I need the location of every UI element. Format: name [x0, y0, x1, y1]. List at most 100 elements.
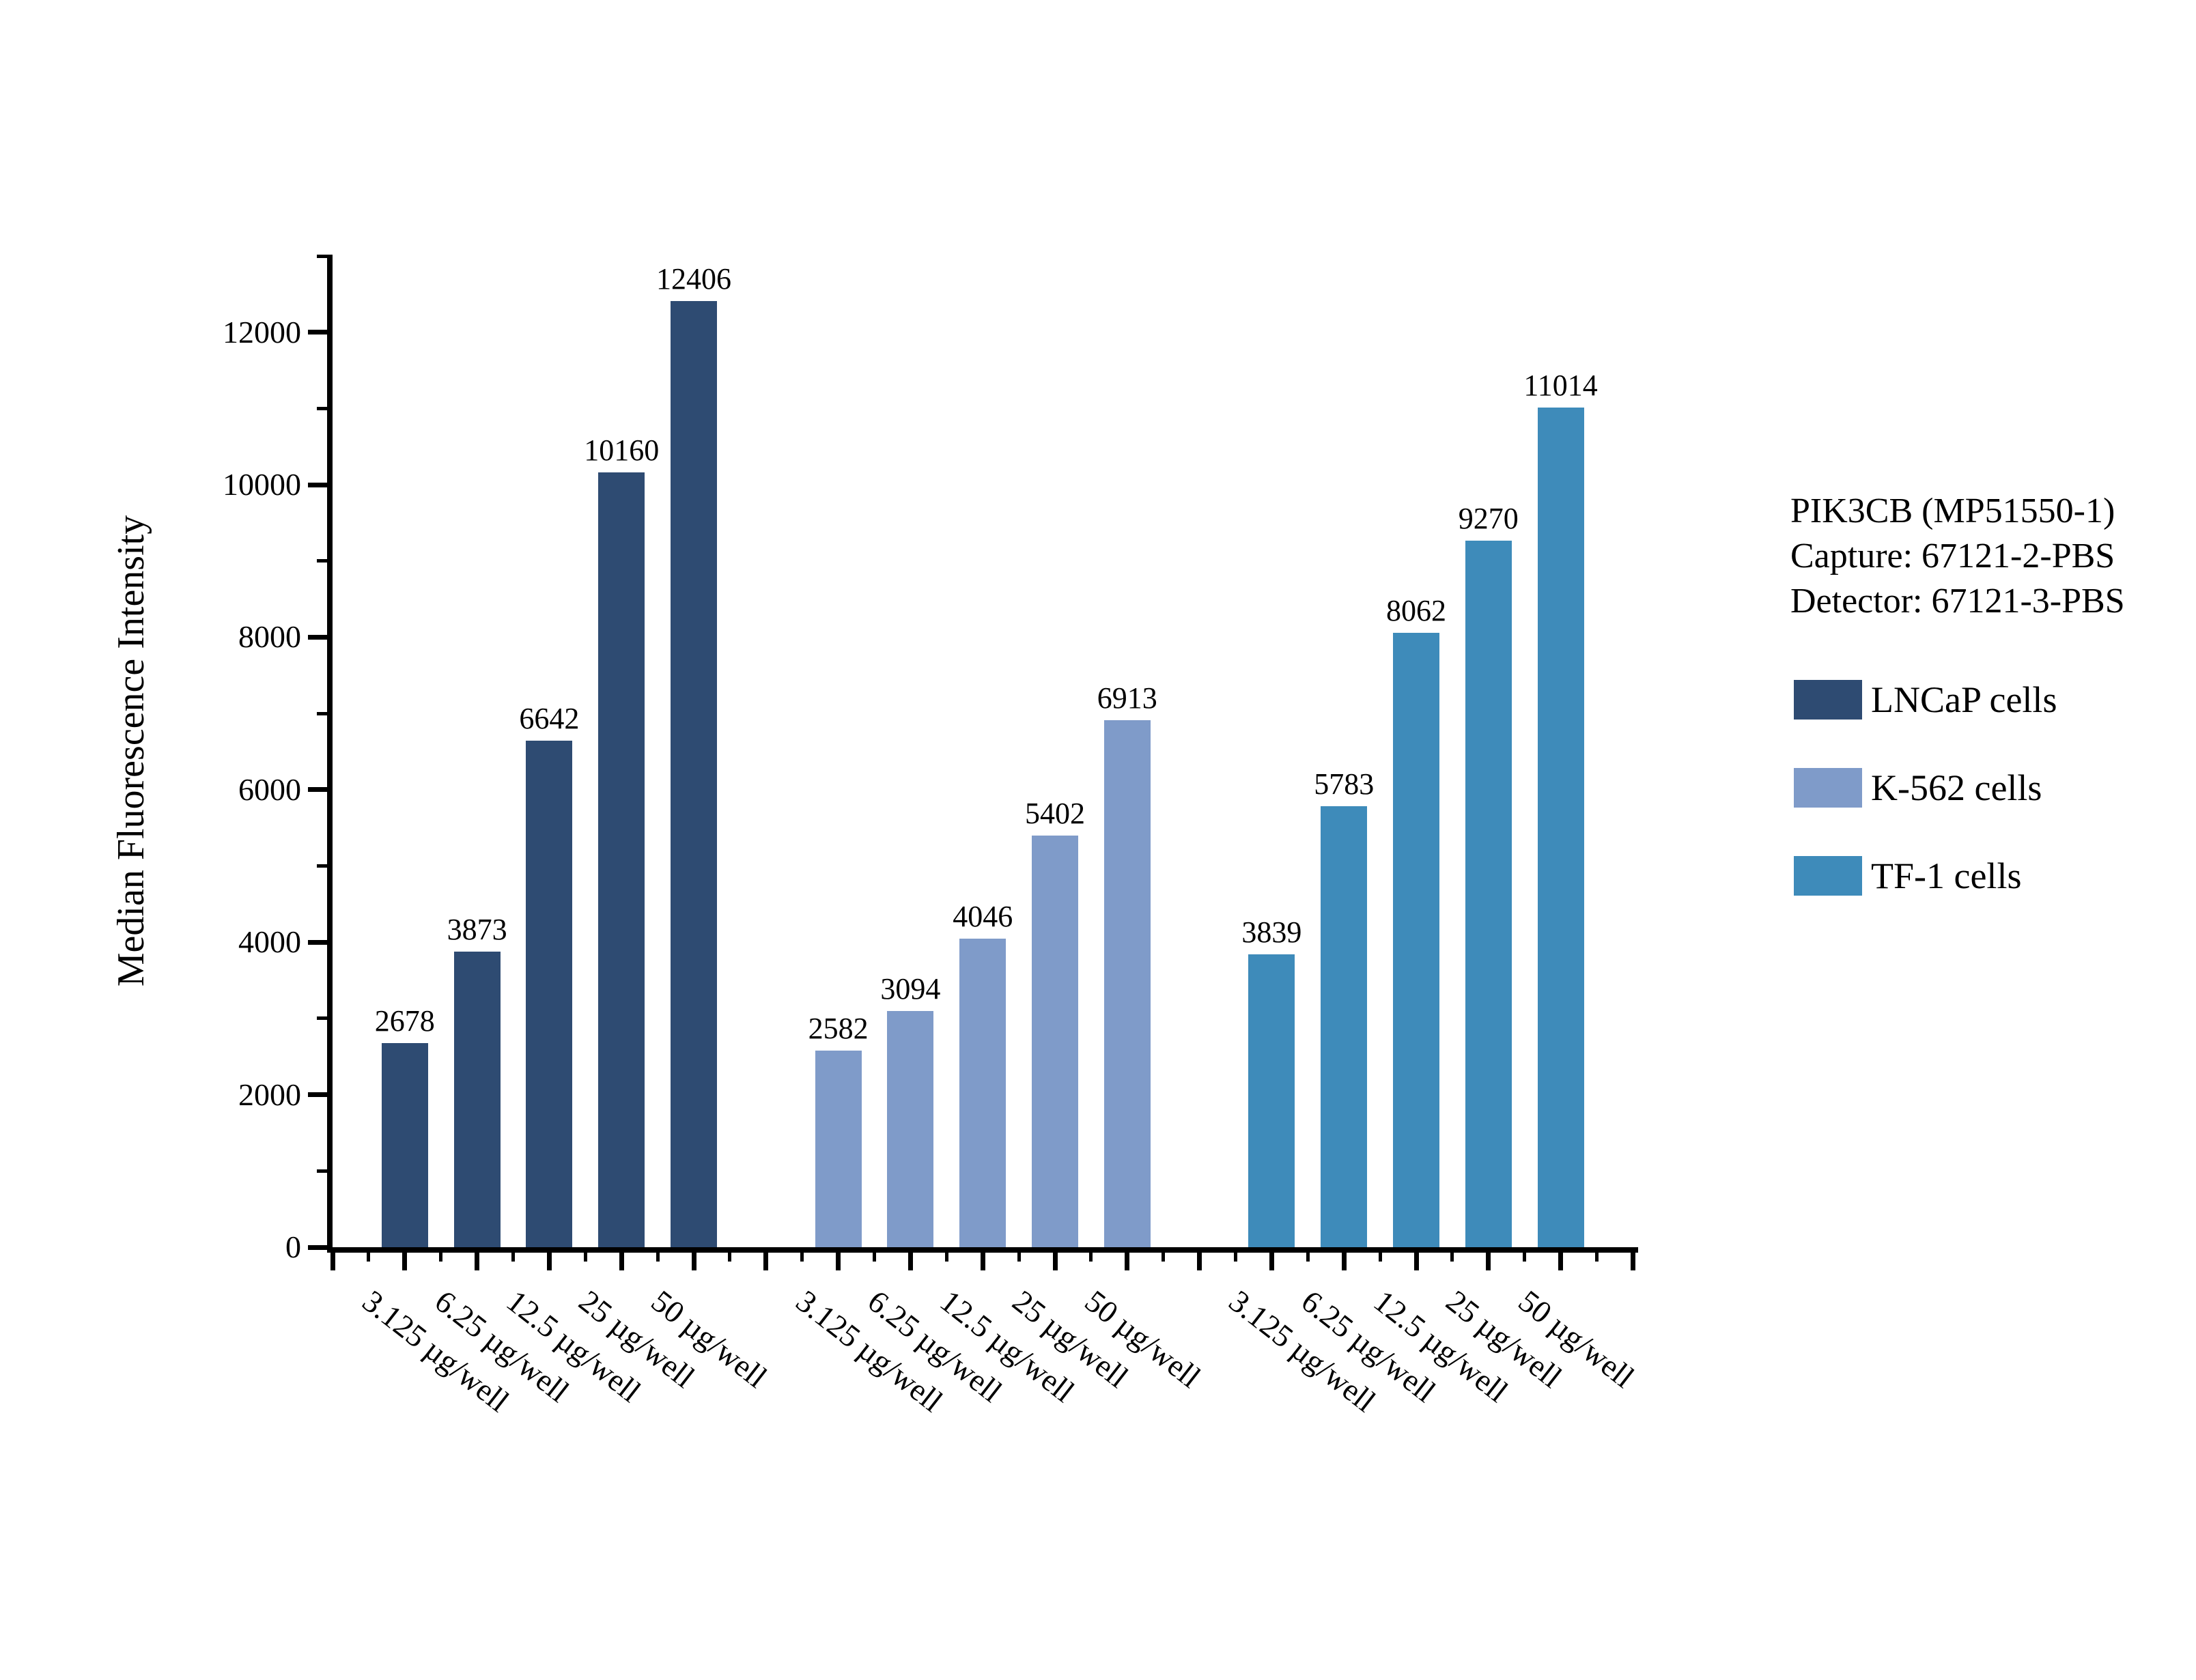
x-major-tick [980, 1253, 985, 1270]
bar-value-label: 2582 [808, 1011, 869, 1045]
x-axis-line [327, 1247, 1639, 1253]
x-major-tick [1486, 1253, 1491, 1270]
legend-label: LNCaP cells [1871, 679, 2057, 720]
bar-value-label: 3873 [447, 913, 507, 947]
y-minor-tick [317, 254, 327, 258]
bar-tf1-3.125 [1248, 954, 1295, 1247]
y-minor-tick [317, 711, 327, 715]
legend-annotation-line-1: PIK3CB (MP51550-1) [1790, 492, 2115, 530]
bar-value-label: 5783 [1314, 767, 1375, 801]
x-minor-tick [728, 1253, 732, 1262]
legend-swatch-k562 [1794, 768, 1862, 808]
x-major-tick [475, 1253, 480, 1270]
x-major-tick [1341, 1253, 1347, 1270]
x-major-tick [691, 1253, 696, 1270]
y-minor-tick [317, 1016, 327, 1021]
y-tick-label: 6000 [238, 771, 301, 807]
x-major-tick [330, 1253, 335, 1270]
y-axis-line [327, 255, 333, 1253]
bar-k562-6.25 [887, 1011, 934, 1247]
bar-tf1-6.25 [1321, 806, 1368, 1247]
bar-value-label: 12406 [656, 262, 731, 296]
bar-tf1-25 [1465, 540, 1512, 1247]
x-major-tick [402, 1253, 408, 1270]
x-minor-tick [656, 1253, 660, 1262]
y-tick-label: 8000 [238, 619, 301, 655]
bar-lncap-50 [671, 301, 717, 1247]
bar-k562-25 [1032, 835, 1078, 1247]
y-tick-label: 12000 [223, 314, 301, 350]
x-major-tick [836, 1253, 841, 1270]
bar-lncap-3.125 [381, 1042, 428, 1247]
y-minor-tick [317, 1169, 327, 1173]
y-major-tick [308, 1244, 327, 1250]
y-minor-tick [317, 864, 327, 868]
bar-value-label: 9270 [1458, 501, 1519, 535]
bar-lncap-12.5 [526, 741, 573, 1247]
x-minor-tick [1378, 1253, 1382, 1262]
bar-value-label: 10160 [584, 433, 660, 468]
bar-k562-3.125 [815, 1050, 862, 1247]
bar-value-label: 4046 [953, 900, 1013, 934]
y-tick-label: 0 [285, 1229, 301, 1264]
x-major-tick [1269, 1253, 1274, 1270]
x-minor-tick [439, 1253, 443, 1262]
x-minor-tick [1234, 1253, 1237, 1262]
bar-tf1-50 [1537, 407, 1584, 1247]
bar-lncap-25 [598, 472, 645, 1247]
bar-lncap-6.25 [453, 952, 501, 1247]
y-minor-tick [317, 406, 327, 410]
x-major-tick [763, 1253, 769, 1270]
x-major-tick [1413, 1253, 1419, 1270]
y-major-tick [308, 330, 327, 335]
bar-value-label: 5402 [1025, 796, 1085, 830]
bar-value-label: 6913 [1097, 681, 1157, 715]
y-major-tick [308, 482, 327, 487]
bar-k562-50 [1103, 720, 1151, 1247]
y-tick-label: 10000 [223, 467, 301, 502]
bar-value-label: 3839 [1241, 915, 1302, 950]
bar-value-label: 8062 [1386, 593, 1446, 627]
x-minor-tick [1017, 1253, 1021, 1262]
y-major-tick [308, 1092, 327, 1098]
bar-k562-12.5 [959, 939, 1006, 1247]
legend-swatch-tf1 [1794, 856, 1862, 896]
x-major-tick [1197, 1253, 1202, 1270]
x-major-tick [907, 1253, 913, 1270]
x-minor-tick [1162, 1253, 1166, 1262]
x-minor-tick [944, 1253, 948, 1262]
x-minor-tick [873, 1253, 876, 1262]
x-minor-tick [511, 1253, 515, 1262]
y-axis-title: Median Fluorescence Intensity [110, 515, 152, 987]
x-minor-tick [583, 1253, 587, 1262]
legend-label: K-562 cells [1871, 767, 2042, 808]
y-major-tick [308, 939, 327, 945]
x-major-tick [546, 1253, 552, 1270]
y-major-tick [308, 634, 327, 640]
x-major-tick [1125, 1253, 1130, 1270]
y-minor-tick [317, 559, 327, 563]
legend-swatch-lncap [1794, 680, 1862, 720]
bar-tf1-12.5 [1393, 632, 1439, 1247]
bar-value-label: 6642 [519, 702, 580, 736]
x-major-tick [1052, 1253, 1058, 1270]
x-minor-tick [1450, 1253, 1454, 1262]
x-major-tick [619, 1253, 624, 1270]
x-minor-tick [1306, 1253, 1310, 1262]
x-minor-tick [1523, 1253, 1527, 1262]
x-minor-tick [367, 1253, 371, 1262]
y-tick-label: 2000 [238, 1077, 301, 1112]
x-minor-tick [800, 1253, 804, 1262]
y-major-tick [308, 787, 327, 793]
legend-label: TF-1 cells [1871, 855, 2022, 896]
x-minor-tick [1089, 1253, 1093, 1262]
bar-value-label: 11014 [1523, 368, 1598, 402]
x-major-tick [1558, 1253, 1564, 1270]
x-major-tick [1630, 1253, 1635, 1270]
x-minor-tick [1595, 1253, 1599, 1262]
legend-annotation-line-2: Capture: 67121-2-PBS [1790, 537, 2115, 575]
bar-value-label: 2678 [374, 1003, 435, 1038]
bar-value-label: 3094 [880, 972, 941, 1006]
legend-annotation-line-3: Detector: 67121-3-PBS [1790, 582, 2125, 621]
